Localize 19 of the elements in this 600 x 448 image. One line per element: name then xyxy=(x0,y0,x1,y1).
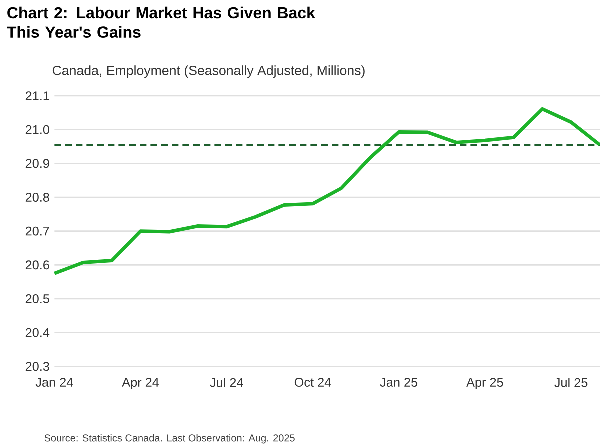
x-tick-label: Apr 24 xyxy=(122,378,160,390)
x-tick-label: Oct 24 xyxy=(294,378,332,387)
x-tick-label: Jan 25 xyxy=(380,378,418,387)
source-note: Source: Statistics Canada. Last Observation: Aug. 2025 xyxy=(44,434,295,444)
y-tick-label: 20.6 xyxy=(26,260,50,270)
x-tick-label: Jul 24 xyxy=(210,378,244,388)
y-tick-label: 20.9 xyxy=(26,159,50,168)
y-tick-label: 20.5 xyxy=(26,294,50,304)
y-tick-label: 21.0 xyxy=(26,125,50,134)
y-tick-label: 20.4 xyxy=(26,328,50,338)
chart-title: Chart 2: Labour Market Has Given Back This Year's Gains xyxy=(7,6,316,38)
y-tick-label: 20.3 xyxy=(26,362,50,372)
y-tick-label: 21.1 xyxy=(26,92,50,100)
x-tick-label: Jan 24 xyxy=(36,378,74,387)
chart-subtitle: Canada, Employment (Seasonally Adjusted, Millions) xyxy=(52,66,365,78)
y-tick-label: 20.7 xyxy=(26,226,50,236)
y-tick-label: 20.8 xyxy=(26,193,50,202)
x-tick-label: Jul 25 xyxy=(554,378,588,388)
x-tick-label: Apr 25 xyxy=(466,378,504,390)
